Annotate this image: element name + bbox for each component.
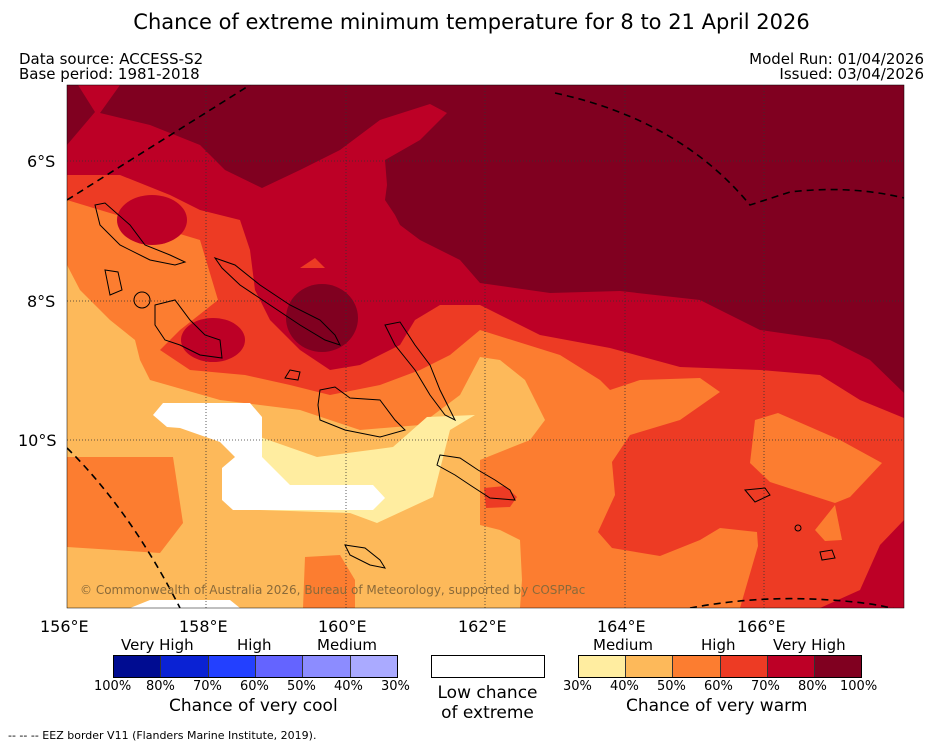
warm-level: Very High: [773, 636, 846, 654]
issued-date: Issued: 03/04/2026: [779, 65, 924, 83]
warm-tick: 60%: [704, 679, 733, 694]
warm-tick: 80%: [798, 679, 827, 694]
lon-tick: 166°E: [737, 617, 786, 636]
warm-swatch: [814, 656, 862, 677]
base-period: Base period: 1981-2018: [19, 65, 200, 83]
warm-swatch: [720, 656, 768, 677]
warm-swatch: [579, 656, 627, 677]
region-80-100: [286, 284, 358, 352]
cool-swatch: [303, 656, 351, 677]
lon-tick: 162°E: [458, 617, 507, 636]
low-chance-swatch: [431, 655, 545, 678]
cool-swatch: [208, 656, 256, 677]
cool-tick: 50%: [287, 679, 316, 694]
region-low-chance: [153, 403, 385, 510]
cool-tick: 70%: [193, 679, 222, 694]
map-title: Chance of extreme minimum temperature fo…: [133, 10, 810, 34]
cool-swatch: [114, 656, 162, 677]
lon-tick: 164°E: [597, 617, 646, 636]
region-60-70: [300, 258, 325, 268]
warm-level: High: [701, 636, 736, 654]
lat-tick: 6°S: [27, 152, 56, 171]
cool-label: Chance of very cool: [169, 696, 338, 716]
region-50-60: [815, 505, 842, 541]
warm-swatch: [626, 656, 674, 677]
cool-tick: 80%: [146, 679, 175, 694]
warm-label: Chance of very warm: [626, 696, 808, 716]
cool-swatch: [255, 656, 304, 677]
warm-tick: 100%: [840, 679, 878, 694]
region-50-60: [750, 413, 882, 503]
region-80-100: [67, 85, 95, 145]
lat-tick: 10°S: [18, 431, 57, 450]
cool-tick: 40%: [334, 679, 363, 694]
cool-level: Medium: [317, 636, 377, 654]
cool-level: High: [237, 636, 272, 654]
eez-footnote: -- -- -- EEZ border V11 (Flanders Marine…: [8, 729, 317, 742]
region-70-80: [820, 520, 904, 608]
region-50-60: [67, 457, 183, 553]
cool-swatch: [350, 656, 397, 677]
copyright-text: © Commonwealth of Australia 2026, Bureau…: [80, 583, 586, 597]
warm-tick: 50%: [657, 679, 686, 694]
lon-tick: 158°E: [179, 617, 228, 636]
cool-tick: 100%: [94, 679, 132, 694]
region-70-80: [117, 195, 187, 245]
cool-level: Very High: [121, 636, 194, 654]
cool-colorbar: [113, 655, 398, 678]
region-50-60: [303, 555, 355, 608]
region-low-chance: [130, 600, 240, 608]
data-source: Data source: ACCESS-S2: [19, 50, 204, 68]
warm-swatch: [767, 656, 815, 677]
low-chance-label: of extreme: [441, 703, 534, 723]
cool-swatch: [161, 656, 209, 677]
low-chance-label: Low chance: [437, 683, 538, 703]
lat-tick: 8°S: [27, 292, 56, 311]
model-run: Model Run: 01/04/2026: [749, 50, 924, 68]
warm-colorbar: [578, 655, 862, 678]
eez-border: [67, 85, 904, 608]
coastlines: [94, 202, 836, 569]
warm-level: Medium: [593, 636, 653, 654]
warm-tick: 70%: [751, 679, 780, 694]
cool-tick: 30%: [381, 679, 410, 694]
graticule: [67, 85, 904, 608]
cool-tick: 60%: [240, 679, 269, 694]
region-80-100: [100, 85, 904, 393]
warm-tick: 30%: [563, 679, 592, 694]
lon-tick: 160°E: [318, 617, 367, 636]
region-70-80: [181, 318, 245, 362]
warm-tick: 40%: [610, 679, 639, 694]
region-60-70: [484, 486, 517, 508]
warm-swatch: [673, 656, 721, 677]
lon-tick: 156°E: [40, 617, 89, 636]
